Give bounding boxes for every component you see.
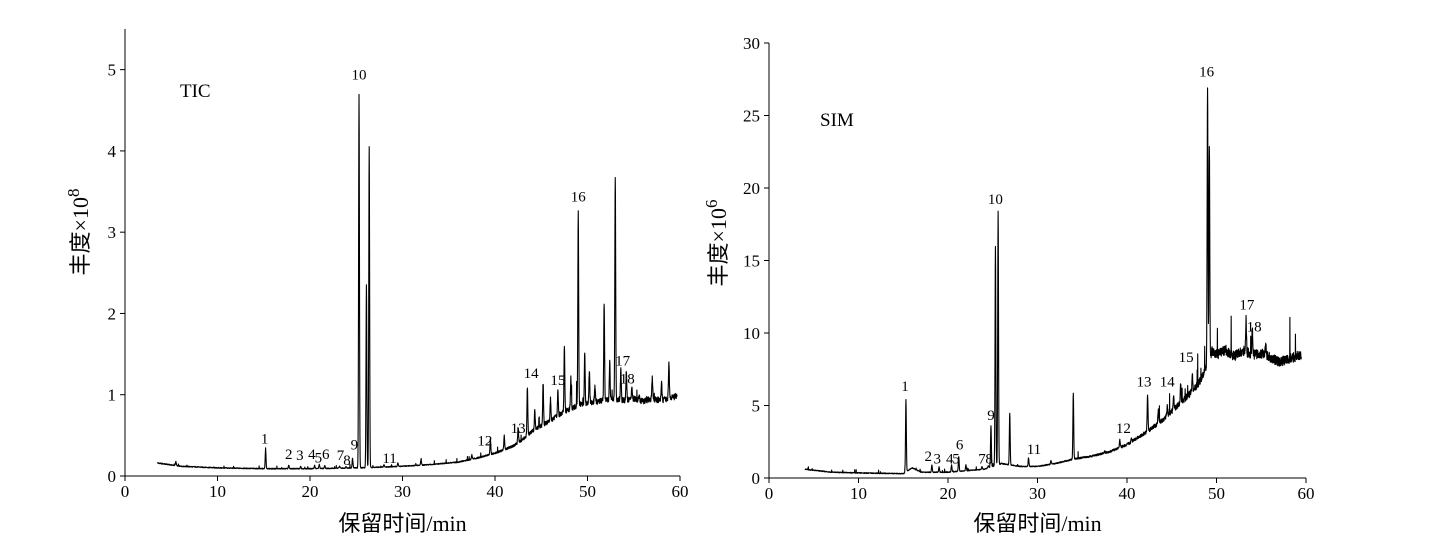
x-axis-label: 保留时间/min: [338, 511, 466, 536]
x-tick-label: 50: [579, 482, 596, 501]
y-tick-label: 5: [108, 61, 117, 80]
peak-label-9: 9: [987, 408, 995, 424]
y-axis-label: 丰度×108: [64, 189, 93, 276]
peak-label-14: 14: [1160, 375, 1176, 391]
x-tick-label: 10: [850, 484, 867, 503]
y-axis-label: 丰度×106: [702, 200, 731, 287]
peak-label-16: 16: [571, 190, 587, 206]
peak-label-11: 11: [382, 451, 396, 467]
peak-label-1: 1: [901, 379, 909, 395]
chromatogram-trace: [804, 87, 1302, 475]
peak-label-15: 15: [1179, 350, 1194, 366]
peak-label-17: 17: [615, 354, 631, 370]
peak-label-4: 4: [946, 451, 954, 467]
peak-label-17: 17: [1239, 298, 1255, 314]
x-tick-label: 0: [121, 482, 130, 501]
peak-label-15: 15: [550, 373, 565, 389]
y-tick-label: 0: [108, 467, 117, 486]
peak-label-18: 18: [620, 372, 635, 388]
x-tick-label: 30: [1029, 484, 1046, 503]
peak-label-12: 12: [477, 433, 492, 449]
y-tick-label: 25: [743, 107, 760, 126]
peak-label-1: 1: [261, 432, 269, 448]
peak-label-13: 13: [1137, 375, 1152, 391]
y-tick-label: 15: [743, 252, 760, 271]
x-tick-label: 60: [672, 482, 689, 501]
peak-label-16: 16: [1199, 64, 1215, 80]
peak-label-3: 3: [934, 451, 942, 467]
chromatogram-trace: [156, 93, 678, 470]
y-axis-label-exponent: 8: [64, 189, 83, 198]
peak-label-6: 6: [956, 438, 964, 454]
y-tick-label: 0: [752, 469, 761, 488]
panel-label: TIC: [180, 81, 211, 102]
x-tick-label: 20: [940, 484, 957, 503]
peak-label-7: 7: [337, 448, 345, 464]
y-axis-label-main: 丰度×10: [706, 208, 731, 286]
peak-label-7: 7: [978, 451, 986, 467]
x-tick-label: 30: [394, 482, 411, 501]
peak-label-6: 6: [322, 447, 330, 463]
x-tick-label: 50: [1208, 484, 1225, 503]
sim-chart-panel: 0 10 20 30 40 50 60051015202530保留时间/min丰度×106S…: [702, 34, 1315, 536]
peak-label-2: 2: [925, 449, 933, 465]
x-tick-label: 10: [209, 482, 226, 501]
x-tick-label: 60: [1298, 484, 1315, 503]
x-tick-label: 20: [302, 482, 319, 501]
peak-label-5: 5: [952, 451, 960, 467]
peak-label-14: 14: [524, 366, 540, 382]
peak-label-11: 11: [1027, 442, 1041, 458]
y-tick-label: 4: [108, 142, 117, 161]
peak-label-3: 3: [296, 448, 304, 464]
x-tick-label: 40: [487, 482, 504, 501]
peak-label-5: 5: [315, 450, 323, 466]
x-axis-label: 保留时间/min: [973, 511, 1101, 536]
peak-label-9: 9: [351, 437, 359, 453]
peak-label-8: 8: [343, 453, 351, 469]
y-axis-label-exponent: 6: [702, 200, 721, 209]
y-tick-label: 3: [108, 223, 117, 242]
x-tick-label: 0: [765, 484, 774, 503]
y-axis-label-main: 丰度×10: [68, 197, 93, 275]
y-tick-label: 5: [752, 397, 761, 416]
peak-label-13: 13: [511, 421, 526, 437]
panel-label: SIM: [820, 110, 854, 131]
peak-label-18: 18: [1247, 319, 1262, 335]
peak-label-10: 10: [988, 192, 1003, 208]
peak-label-4: 4: [308, 447, 316, 463]
peak-label-12: 12: [1116, 421, 1131, 437]
peak-label-8: 8: [985, 451, 993, 467]
y-tick-label: 2: [108, 304, 117, 323]
y-tick-label: 20: [743, 179, 760, 198]
peak-label-10: 10: [352, 68, 367, 84]
y-tick-label: 30: [743, 34, 760, 53]
x-tick-label: 40: [1119, 484, 1136, 503]
y-tick-label: 1: [108, 386, 117, 405]
peak-label-2: 2: [285, 447, 293, 463]
y-tick-label: 10: [743, 324, 760, 343]
